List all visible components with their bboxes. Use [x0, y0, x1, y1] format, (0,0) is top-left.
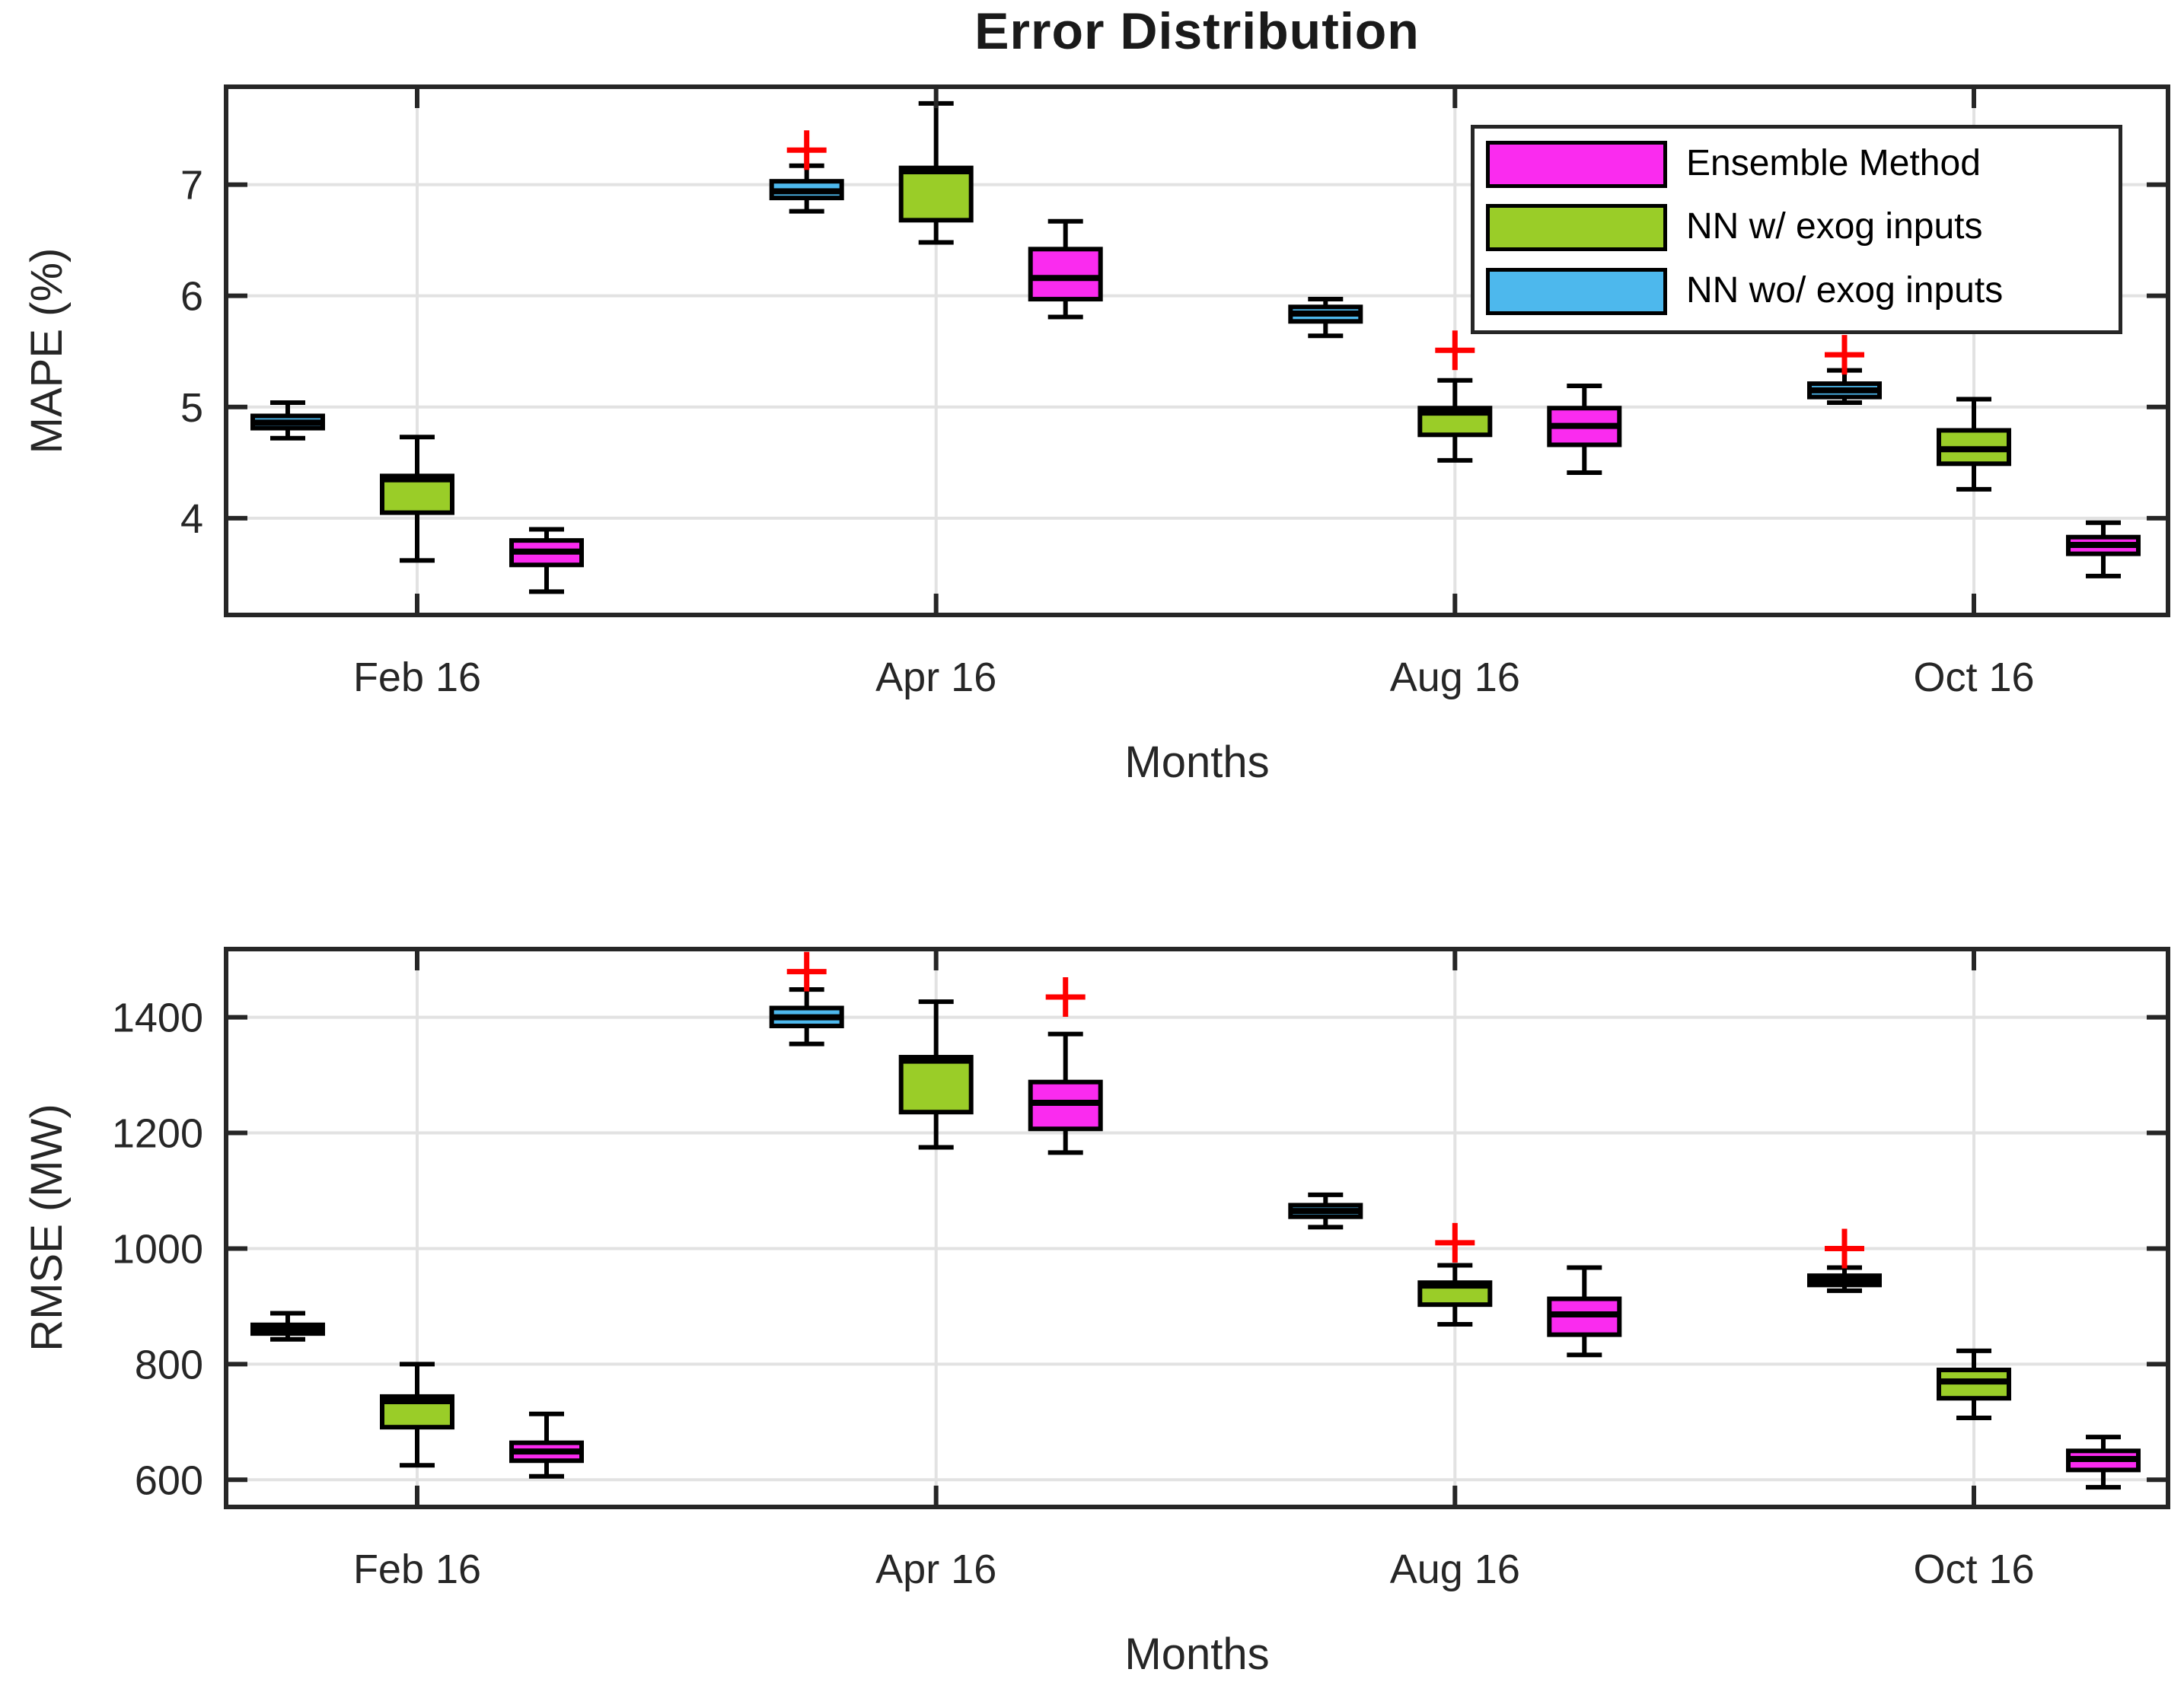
box-ensemble-method-aug-16 — [1547, 384, 1622, 475]
box-ensemble-method-oct-16 — [2066, 1435, 2141, 1490]
x-tick-label: Aug 16 — [1390, 1547, 1520, 1592]
legend-item-label: NN wo/ exog inputs — [1686, 270, 2004, 311]
box-nn-wo-exog-inputs-apr-16 — [769, 130, 844, 214]
x-tick-label: Feb 16 — [353, 1547, 481, 1592]
subplot-1: 600 800 1000 1200 1400 Feb 16 Apr 16 Aug 16 Oct … — [112, 947, 2170, 1592]
x-axis-label-months-bottom: Months — [1124, 1629, 1270, 1679]
legend-item-label: NN w/ exog inputs — [1686, 206, 1983, 247]
x-tick-label: Apr 16 — [875, 655, 996, 700]
box-nn-w-exog-inputs-feb-16 — [380, 435, 454, 563]
box-nn-wo-exog-inputs-aug-16 — [1288, 297, 1363, 339]
box-nn-w-exog-inputs-aug-16 — [1417, 1222, 1493, 1327]
box-ensemble-method-apr-16 — [1028, 977, 1103, 1155]
y-axis-label-rmse: RMSE (MW) — [22, 1104, 72, 1352]
y-tick-label: 6 — [180, 274, 203, 320]
x-tick-label: Feb 16 — [353, 655, 481, 700]
legend-box: Ensemble Method NN w/ exog inputs NN wo/ e… — [1471, 125, 2122, 334]
box-ensemble-method-apr-16 — [1028, 218, 1103, 320]
x-axis-label-months-top: Months — [1124, 737, 1270, 787]
box-nn-w-exog-inputs-apr-16 — [898, 100, 974, 245]
iqr-box — [898, 165, 974, 223]
box-nn-wo-exog-inputs-feb-16 — [250, 1311, 325, 1342]
chart-title: Error Distribution — [974, 2, 1420, 60]
y-axis-label-mape: MAPE (%) — [22, 247, 72, 454]
box-nn-wo-exog-inputs-aug-16 — [1288, 1192, 1363, 1230]
box-nn-wo-exog-inputs-oct-16 — [1807, 1228, 1882, 1293]
box-nn-w-exog-inputs-oct-16 — [1937, 1348, 2011, 1421]
y-tick-label: 1000 — [112, 1226, 203, 1272]
x-tick-label: Aug 16 — [1390, 655, 1520, 700]
box-nn-w-exog-inputs-feb-16 — [380, 1362, 454, 1468]
box-nn-w-exog-inputs-apr-16 — [898, 999, 974, 1150]
box-nn-wo-exog-inputs-feb-16 — [250, 400, 325, 441]
y-tick-label: 1200 — [112, 1111, 203, 1157]
subplot-0: 4 5 6 7 Feb 16 Apr 16 Aug 16 Oct 16 — [180, 84, 2170, 700]
plot-frame — [224, 947, 2170, 1509]
y-tick-label: 5 — [180, 385, 203, 431]
y-tick-label: 800 — [135, 1342, 203, 1387]
legend-swatch-nn-wo-exog-inputs — [1486, 268, 1667, 315]
box-ensemble-method-feb-16 — [509, 1411, 584, 1479]
y-tick-label: 600 — [135, 1457, 203, 1503]
box-nn-wo-exog-inputs-apr-16 — [769, 951, 844, 1046]
legend-swatch-nn-w-exog-inputs — [1486, 204, 1667, 251]
x-tick-label: Oct 16 — [1913, 1547, 2034, 1592]
legend-swatch-ensemble-method — [1486, 141, 1667, 188]
box-nn-w-exog-inputs-aug-16 — [1417, 330, 1493, 463]
box-nn-wo-exog-inputs-oct-16 — [1807, 335, 1882, 405]
x-tick-label: Oct 16 — [1913, 655, 2034, 700]
y-tick-label: 1400 — [112, 996, 203, 1041]
box-nn-w-exog-inputs-oct-16 — [1937, 397, 2011, 492]
iqr-box — [898, 1055, 974, 1115]
box-ensemble-method-feb-16 — [509, 527, 584, 594]
iqr-box — [1028, 247, 1103, 302]
box-ensemble-method-aug-16 — [1547, 1265, 1622, 1358]
box-ensemble-method-oct-16 — [2066, 520, 2141, 578]
legend-item-label: Ensemble Method — [1686, 143, 1981, 183]
y-tick-label: 4 — [180, 496, 203, 542]
plot-frame — [224, 84, 2170, 617]
y-tick-label: 7 — [180, 163, 203, 209]
x-tick-label: Apr 16 — [875, 1547, 996, 1592]
